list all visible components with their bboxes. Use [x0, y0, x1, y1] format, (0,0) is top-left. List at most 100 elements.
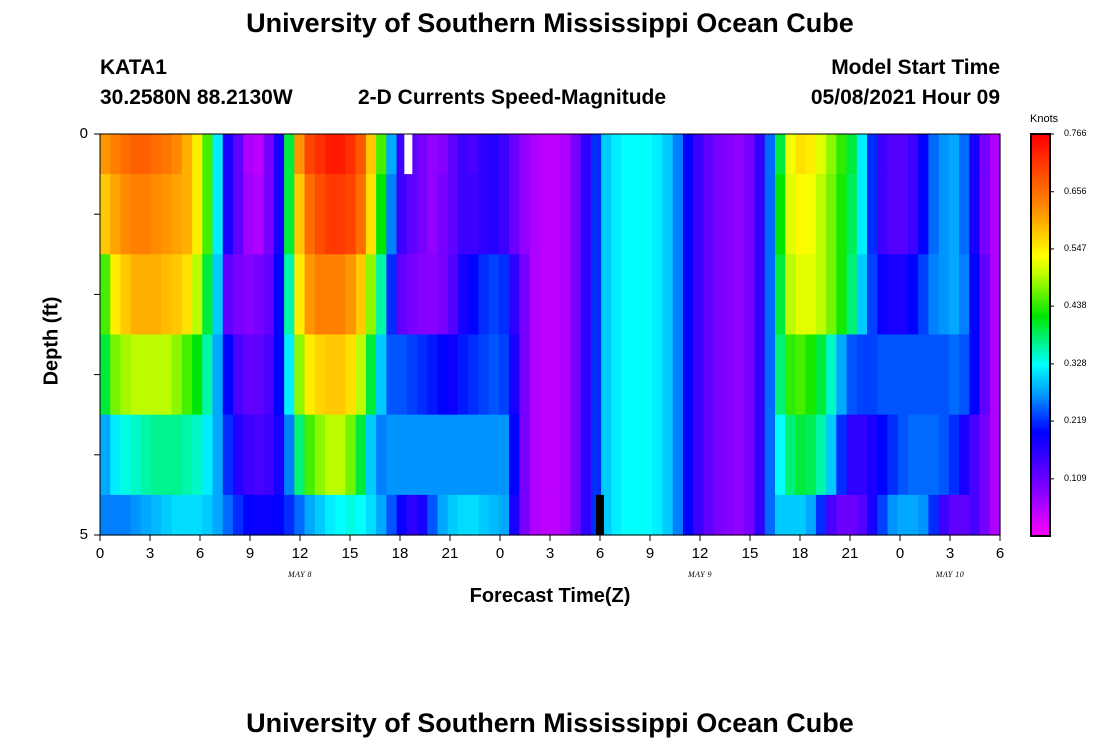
colorbar-swatch [1031, 445, 1050, 449]
heatmap-cell [427, 334, 439, 416]
heatmap-cell [550, 134, 561, 175]
heatmap-cell [355, 334, 367, 416]
heatmap-cell [672, 334, 684, 416]
heatmap-cell [243, 494, 255, 536]
heatmap-cell [161, 494, 173, 536]
heatmap-cell [631, 334, 643, 416]
heatmap-cell [202, 254, 214, 336]
heatmap-cell [744, 334, 756, 416]
heatmap-cell [539, 494, 551, 536]
colorbar-swatch [1031, 161, 1050, 165]
heatmap-cell [100, 414, 111, 496]
heatmap-cell [151, 414, 162, 496]
heatmap-cell [662, 334, 674, 416]
colorbar-swatch [1031, 171, 1050, 175]
heatmap-cell [703, 494, 715, 536]
heatmap-cell [672, 134, 684, 175]
heatmap-cell [140, 494, 152, 536]
colorbar-swatch [1031, 490, 1050, 494]
heatmap-cell [263, 174, 275, 255]
heatmap-cell [498, 254, 510, 336]
heatmap-cell [192, 174, 203, 255]
heatmap-cell [897, 134, 909, 175]
heatmap-cell [325, 494, 336, 536]
heatmap-cell [611, 174, 623, 255]
heatmap-cell [345, 494, 357, 536]
colorbar-swatch [1031, 154, 1050, 158]
heatmap-cell [120, 174, 132, 255]
page-title: University of Southern Mississippi Ocean… [246, 8, 854, 38]
heatmap-cell [457, 414, 469, 496]
heatmap-cell [447, 174, 459, 255]
colorbar-swatch [1031, 377, 1050, 381]
heatmap-cell [703, 254, 715, 336]
colorbar-swatch [1031, 412, 1050, 416]
heatmap-cell [601, 494, 612, 536]
heatmap-cell [907, 134, 919, 175]
heatmap-cell [406, 254, 418, 336]
heatmap-cell [202, 334, 214, 416]
heatmap-cell [846, 494, 858, 536]
colorbar-swatch [1031, 402, 1050, 406]
heatmap-cell [325, 414, 336, 496]
heatmap-cell [294, 254, 306, 336]
colorbar-swatch [1031, 530, 1050, 535]
colorbar-swatch [1031, 181, 1050, 185]
heatmap-cell [376, 254, 387, 336]
heatmap-cell [754, 414, 766, 496]
colorbar-tick-label: 0.219 [1064, 415, 1087, 426]
heatmap-cell [140, 134, 152, 175]
heatmap-cell [427, 174, 439, 255]
heatmap-cell [601, 134, 612, 175]
heatmap-cell [273, 494, 285, 536]
heatmap-cell [273, 254, 285, 336]
heatmap-cell [867, 334, 878, 416]
heatmap-cell [590, 174, 602, 255]
heatmap-cell [570, 414, 582, 496]
heatmap-cell [171, 254, 183, 336]
heatmap-cell [989, 134, 1001, 175]
heatmap-cell [365, 254, 377, 336]
heatmap-cell [447, 134, 459, 175]
heatmap-cell [314, 134, 326, 175]
x-tick-label: 3 [545, 545, 555, 562]
heatmap-cell [907, 334, 919, 416]
colorbar-swatch [1031, 254, 1050, 258]
colorbar-swatch [1031, 294, 1050, 298]
heatmap-cell [304, 134, 316, 175]
heatmap-cell [611, 134, 623, 175]
heatmap-cell [304, 494, 316, 536]
heatmap-cell [284, 494, 295, 536]
heatmap-cell [396, 254, 408, 336]
colorbar-swatch [1031, 500, 1050, 504]
x-tick-label: 0 [95, 545, 105, 562]
heatmap-cell [314, 254, 326, 336]
colorbar-swatch [1031, 508, 1050, 512]
heatmap-cell [478, 174, 490, 255]
model-start-time: 05/08/2021 Hour 09 [810, 86, 1000, 109]
model-start-marker [404, 134, 413, 175]
heatmap-cell [693, 174, 705, 255]
heatmap-cell [846, 414, 858, 496]
heatmap-cell [222, 334, 234, 416]
heatmap-cell [570, 134, 582, 175]
colorbar-swatch [1031, 460, 1050, 464]
heatmap-cell [631, 494, 643, 536]
colorbar-swatch [1031, 397, 1050, 401]
heatmap-cell [805, 174, 817, 255]
heatmap-cell [928, 334, 940, 416]
colorbar-swatch [1031, 405, 1050, 409]
colorbar-swatch [1031, 206, 1050, 210]
colorbar-swatch [1031, 139, 1050, 143]
heatmap-cell [427, 254, 439, 336]
colorbar-swatch [1031, 174, 1050, 178]
heatmap-cell [437, 174, 449, 255]
heatmap-cell [713, 494, 725, 536]
heatmap-cell [713, 254, 725, 336]
heatmap-cell [243, 414, 255, 496]
heatmap-cell [365, 494, 377, 536]
heatmap-cell [376, 134, 387, 175]
y-tick-label: 5 [79, 526, 88, 543]
heatmap-cell [478, 414, 490, 496]
heatmap-cell [662, 414, 674, 496]
